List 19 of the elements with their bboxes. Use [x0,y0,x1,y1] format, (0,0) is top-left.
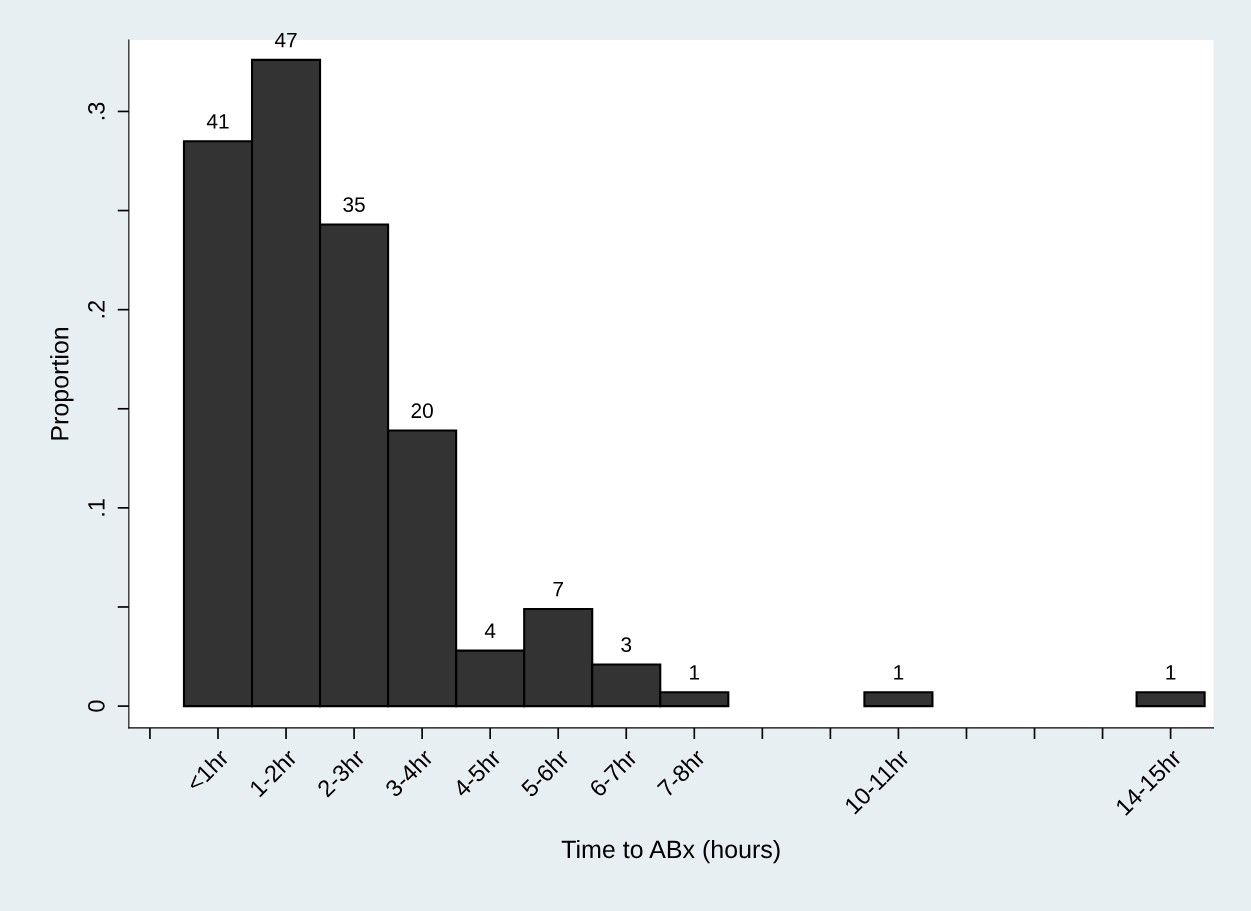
annotation: 1 [690,665,700,680]
x-axis-title: Time to ABx (hours) [561,839,780,864]
y-axis-title: Proportion [50,327,74,440]
annotation: 1 [894,665,904,680]
y-tick-label: .3 [88,102,105,120]
y-tick-label: .2 [88,301,105,318]
bar [863,691,934,708]
annotation: 41 [206,114,229,129]
bar [1135,691,1206,708]
y-tick-label: .1 [88,499,105,516]
annotation: 1 [1166,665,1176,680]
annotation: 47 [274,32,297,48]
annotation: 3 [621,637,632,653]
y-tick-label: 0 [88,700,105,712]
annotation: 35 [343,197,365,212]
x-tick-label: <1hr [184,747,230,793]
annotation: 4 [484,623,496,638]
annotation: 20 [411,403,433,419]
annotation: 7 [553,581,563,597]
